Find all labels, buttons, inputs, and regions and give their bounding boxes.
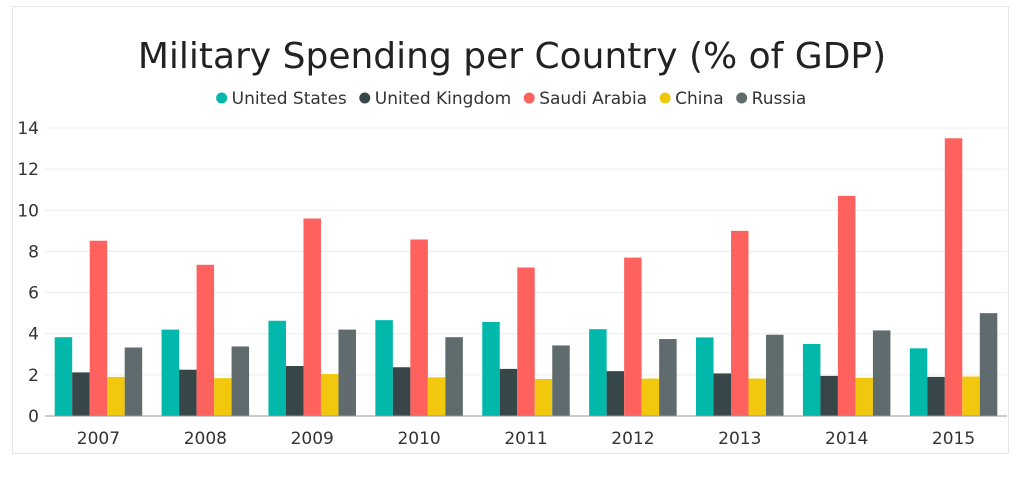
y-tick-label: 6 xyxy=(28,284,39,304)
bar-saudi-arabia-2011[interactable] xyxy=(517,267,535,416)
bar-russia-2008[interactable] xyxy=(231,346,250,416)
bar-china-2011[interactable] xyxy=(534,378,553,416)
bar-russia-2015[interactable] xyxy=(979,313,998,416)
bar-united-states-2014[interactable] xyxy=(802,344,821,416)
bar-united-states-2011[interactable] xyxy=(482,321,500,416)
bar-saudi-arabia-2010[interactable] xyxy=(410,239,428,416)
legend-item-saudi-arabia[interactable]: Saudi Arabia xyxy=(523,89,647,109)
bar-united-kingdom-2008[interactable] xyxy=(179,369,197,416)
bar-russia-2007[interactable] xyxy=(124,347,143,416)
bar-united-kingdom-2013[interactable] xyxy=(713,373,732,416)
legend-marker xyxy=(523,92,535,104)
x-axis: 2007 2008 2009 2010 2011 2012 2013 2014 2015 xyxy=(45,415,1007,449)
bar-russia-2009[interactable] xyxy=(338,329,356,416)
bar-china-2014[interactable] xyxy=(855,377,873,416)
y-tick-label: 2 xyxy=(28,366,39,386)
chart-title: Military Spending per Country (% of GDP) xyxy=(138,36,886,77)
x-tick-label: 2009 xyxy=(291,429,334,449)
bar-saudi-arabia-2007[interactable] xyxy=(89,240,108,416)
legend-marker xyxy=(736,92,748,104)
chart-card: Military Spending per Country (% of GDP)… xyxy=(12,6,1009,454)
y-tick-label: 10 xyxy=(17,201,39,221)
y-tick-label: 12 xyxy=(17,160,39,180)
bar-saudi-arabia-2009[interactable] xyxy=(303,218,321,416)
bar-united-states-2012[interactable] xyxy=(589,329,607,416)
bar-china-2009[interactable] xyxy=(320,374,339,416)
x-tick-label: 2010 xyxy=(397,429,440,449)
bar-united-states-2013[interactable] xyxy=(696,337,714,416)
bar-russia-2013[interactable] xyxy=(766,334,784,416)
legend-item-united-states[interactable]: United States xyxy=(216,89,347,109)
legend-label: United Kingdom xyxy=(375,89,511,109)
bar-saudi-arabia-2012[interactable] xyxy=(624,257,642,416)
bar-china-2008[interactable] xyxy=(214,378,232,416)
bars xyxy=(54,138,998,417)
bar-united-kingdom-2015[interactable] xyxy=(927,376,945,416)
legend-marker xyxy=(216,92,228,104)
legend-item-china[interactable]: China xyxy=(659,89,724,109)
legend: United States United Kingdom Saudi Arabia C… xyxy=(216,89,806,109)
bar-united-states-2015[interactable] xyxy=(909,348,928,416)
legend-label: Russia xyxy=(752,89,807,109)
bar-united-kingdom-2009[interactable] xyxy=(285,366,304,416)
bar-saudi-arabia-2008[interactable] xyxy=(196,264,215,416)
bar-china-2012[interactable] xyxy=(641,378,660,416)
bar-united-kingdom-2010[interactable] xyxy=(392,367,411,416)
bar-russia-2011[interactable] xyxy=(552,345,570,416)
bar-chart: Military Spending per Country (% of GDP)… xyxy=(17,36,1007,449)
bar-saudi-arabia-2014[interactable] xyxy=(837,195,856,416)
bar-united-kingdom-2007[interactable] xyxy=(72,372,90,416)
bar-china-2010[interactable] xyxy=(427,377,446,416)
y-axis: 0 2 4 6 8 10 12 14 xyxy=(17,119,39,427)
x-tick-label: 2013 xyxy=(718,429,761,449)
bar-russia-2012[interactable] xyxy=(659,339,677,416)
legend-item-russia[interactable]: Russia xyxy=(736,89,806,109)
y-tick-label: 4 xyxy=(28,325,39,345)
legend-label: China xyxy=(675,89,724,109)
bar-united-kingdom-2011[interactable] xyxy=(499,368,518,416)
legend-label: United States xyxy=(232,89,347,109)
y-tick-label: 14 xyxy=(17,119,39,139)
bar-saudi-arabia-2013[interactable] xyxy=(731,230,749,416)
legend-item-united-kingdom[interactable]: United Kingdom xyxy=(359,89,511,109)
bar-china-2015[interactable] xyxy=(962,376,980,416)
legend-marker xyxy=(359,92,371,104)
x-tick-label: 2007 xyxy=(77,429,120,449)
bar-united-kingdom-2014[interactable] xyxy=(820,375,838,416)
x-tick-label: 2008 xyxy=(184,429,227,449)
y-tick-label: 8 xyxy=(28,242,39,262)
bar-russia-2014[interactable] xyxy=(872,330,891,416)
legend-label: Saudi Arabia xyxy=(539,89,647,109)
x-tick-label: 2011 xyxy=(504,429,547,449)
bar-china-2007[interactable] xyxy=(107,376,125,416)
x-tick-label: 2014 xyxy=(825,429,868,449)
bar-united-states-2008[interactable] xyxy=(161,329,180,416)
bar-united-states-2009[interactable] xyxy=(268,320,286,416)
bar-united-states-2007[interactable] xyxy=(54,337,73,416)
bar-united-states-2010[interactable] xyxy=(375,320,393,416)
bar-china-2013[interactable] xyxy=(748,378,767,416)
legend-marker xyxy=(659,92,671,104)
x-tick-label: 2012 xyxy=(611,429,654,449)
bar-russia-2010[interactable] xyxy=(445,337,463,416)
x-tick-label: 2015 xyxy=(932,429,975,449)
bar-united-kingdom-2012[interactable] xyxy=(606,371,625,416)
bar-saudi-arabia-2015[interactable] xyxy=(944,138,963,417)
y-tick-label: 0 xyxy=(28,407,39,427)
